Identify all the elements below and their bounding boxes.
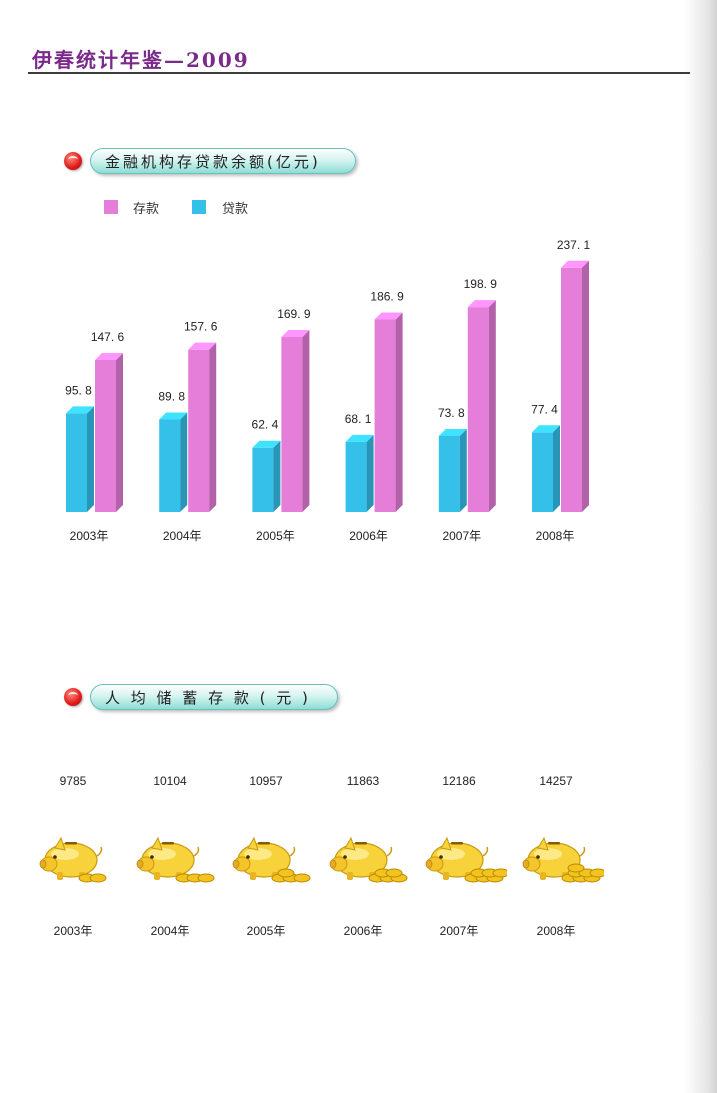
- piggy-bank-icon: [136, 836, 215, 883]
- savings-year-label: 2007年: [439, 924, 479, 938]
- bar-loan-5: [532, 425, 560, 512]
- bar-deposit-1-value-label: 157. 6: [184, 320, 218, 334]
- header-divider: [28, 72, 690, 74]
- bar-loan-2: [252, 440, 281, 512]
- savings-year-label: 2008年: [536, 924, 576, 938]
- bar-loan-3: [345, 434, 374, 512]
- piggy-bank-icon: [425, 836, 507, 883]
- bar-loan-0: [66, 406, 94, 512]
- page-edge-shadow: [685, 0, 717, 1093]
- piggy-bank-icon: [329, 836, 408, 883]
- bar-loan-0-value-label: 95. 8: [65, 383, 92, 397]
- section-title-savings-per-capita: 人 均 储 蓄 存 款 ( 元 ): [90, 684, 338, 710]
- bar-deposit-2: [281, 330, 310, 512]
- savings-value-label: 11863: [346, 774, 380, 788]
- savings-value-label: 9785: [59, 774, 87, 788]
- bar-deposit-4-value-label: 198. 9: [464, 277, 498, 291]
- savings-value-label: 10104: [153, 774, 187, 788]
- bar-deposit-4: [467, 300, 496, 512]
- piggy-bank-icon: [522, 836, 604, 883]
- bar-deposit-2-value-label: 169. 9: [277, 307, 311, 321]
- savings-year-label: 2003年: [53, 924, 93, 938]
- x-tick-label: 2004年: [163, 529, 202, 543]
- savings-year-label: 2004年: [150, 924, 190, 938]
- piggy-bank-icon: [232, 836, 311, 883]
- legend-label-loan: 贷款: [222, 202, 249, 217]
- section-title-loans-deposits: 金融机构存贷款余额(亿元): [90, 148, 356, 174]
- red-bullet-icon: [64, 688, 82, 706]
- bar-deposit-5: [561, 260, 589, 512]
- legend-swatch-deposit: [104, 200, 118, 214]
- x-tick-label: 2005年: [256, 529, 295, 543]
- savings-year-label: 2006年: [343, 924, 383, 938]
- bar-deposit-5-value-label: 237. 1: [557, 238, 591, 252]
- bar-deposit-0-value-label: 147. 6: [91, 330, 125, 344]
- legend-label-deposit: 存款: [133, 202, 160, 217]
- bar-loan-2-value-label: 62. 4: [252, 418, 279, 432]
- x-tick-label: 2008年: [536, 529, 575, 543]
- bar-loan-4-value-label: 73. 8: [438, 406, 465, 420]
- piggy-bank-icon: [39, 836, 107, 883]
- bar-loan-5-value-label: 77. 4: [531, 402, 558, 416]
- bar-loan-1: [159, 412, 188, 512]
- x-tick-label: 2007年: [442, 529, 481, 543]
- bar-deposit-1: [188, 342, 217, 512]
- x-tick-label: 2006年: [349, 529, 388, 543]
- savings-value-label: 14257: [539, 774, 573, 788]
- legend-swatch-loan: [192, 200, 206, 214]
- red-bullet-icon: [64, 152, 82, 170]
- bar-deposit-3: [374, 312, 403, 512]
- bar-loan-4: [438, 428, 467, 512]
- x-tick-label: 2003年: [70, 529, 109, 543]
- deposit-loan-bar-chart: 95. 8 147. 6 2003年 89. 8 157. 6 2004年 62. 4 169…: [65, 238, 591, 543]
- bar-deposit-0: [95, 352, 123, 512]
- bar-deposit-3-value-label: 186. 9: [370, 289, 404, 303]
- savings-year-label: 2005年: [246, 924, 286, 938]
- savings-value-label: 12186: [442, 774, 476, 788]
- page-header-title: 伊春统计年鉴—2009: [32, 48, 250, 72]
- bar-loan-1-value-label: 89. 8: [158, 390, 185, 404]
- savings-value-label: 10957: [249, 774, 283, 788]
- bar-loan-3-value-label: 68. 1: [345, 412, 372, 426]
